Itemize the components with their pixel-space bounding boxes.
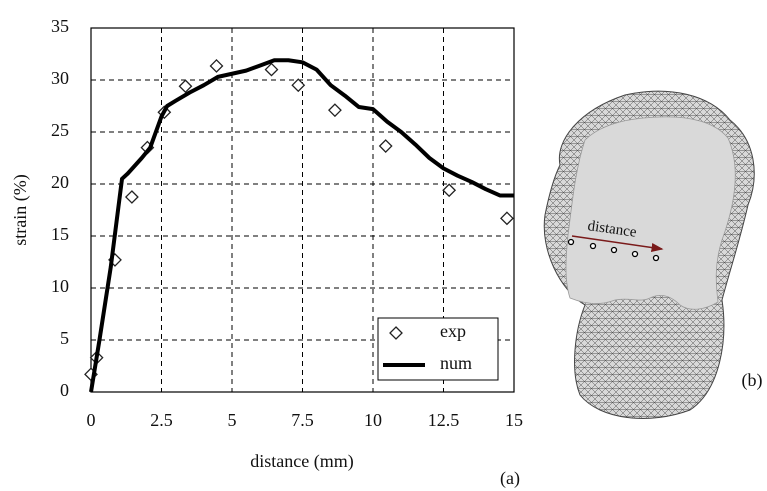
x-tick-label: 2.5	[150, 410, 173, 430]
data-point	[264, 62, 279, 77]
x-tick-label: 15	[505, 410, 523, 430]
data-point	[209, 59, 224, 73]
data-line	[89, 58, 514, 393]
y-tick-label: 10	[51, 276, 69, 296]
y-tick-label: 0	[60, 380, 69, 400]
y-tick-label: 30	[51, 68, 69, 88]
legend-label: exp	[440, 321, 466, 341]
data-point	[500, 211, 514, 226]
data-point	[378, 139, 393, 153]
annotation: distance	[587, 218, 638, 241]
x-axis-label: distance (mm)	[250, 451, 353, 472]
legend-label: num	[440, 353, 472, 373]
data-point	[178, 79, 193, 94]
y-tick-label: 35	[51, 16, 69, 36]
x-tick-label: 10	[364, 410, 382, 430]
y-tick-label: 20	[51, 172, 69, 192]
x-tick-label: 7.5	[291, 410, 314, 430]
panel-label: (a)	[500, 468, 520, 489]
panel-label: (b)	[742, 370, 763, 391]
plot-frame	[90, 27, 515, 393]
data-point	[124, 190, 139, 204]
data-point	[442, 183, 457, 198]
x-tick-label: 5	[228, 410, 237, 430]
legend-marker	[389, 326, 403, 340]
x-tick-label: 12.5	[428, 410, 460, 430]
x-tick-label: 0	[87, 410, 96, 430]
mesh-model: distance	[543, 90, 755, 419]
y-tick-label: 25	[51, 120, 69, 140]
y-tick-label: 15	[51, 224, 69, 244]
data-point	[328, 103, 342, 118]
y-tick-label: 5	[60, 328, 69, 348]
y-axis-label: strain (%)	[10, 174, 31, 245]
data-point	[291, 78, 306, 93]
